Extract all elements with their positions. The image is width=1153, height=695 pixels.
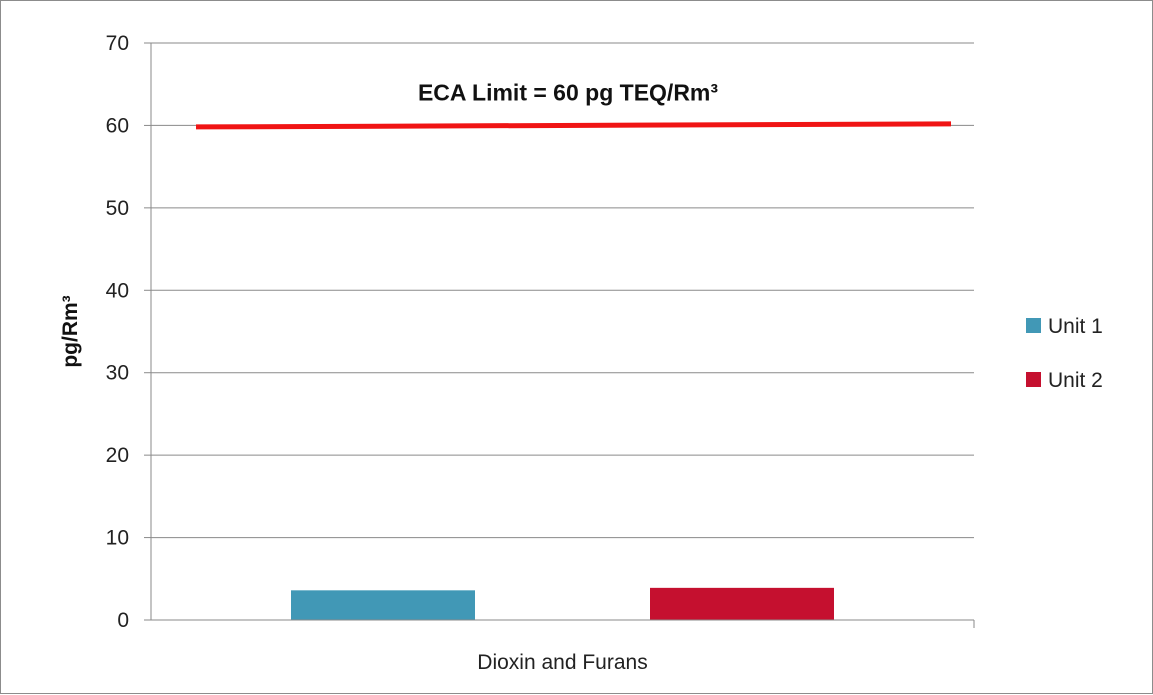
- ref-layer: ECA Limit = 60 pg TEQ/Rm³: [195, 79, 952, 130]
- y-axis-title: pg/Rm³: [59, 295, 82, 367]
- y-tick-label: 30: [106, 362, 129, 385]
- legend-label: Unit 2: [1048, 369, 1103, 392]
- legend-swatch-unit-2: [1026, 372, 1041, 387]
- axis-layer: [144, 42, 975, 628]
- legend-swatch-unit-1: [1026, 318, 1041, 333]
- bar-unit-2: [650, 587, 834, 620]
- eca-limit-line: [195, 121, 952, 130]
- grid-layer: [151, 42, 974, 539]
- y-tick-label: 70: [106, 32, 129, 55]
- y-tick-label: 0: [117, 609, 129, 632]
- y-tick-label: 20: [106, 444, 129, 467]
- y-tick-label: 40: [106, 279, 129, 302]
- bars-layer: [291, 587, 834, 620]
- eca-limit-label: ECA Limit = 60 pg TEQ/Rm³: [418, 79, 718, 105]
- bar-unit-1: [291, 590, 475, 620]
- x-category-label: Dioxin and Furans: [477, 651, 647, 674]
- legend-layer: Unit 1 Unit 2: [1026, 315, 1103, 392]
- legend-label: Unit 1: [1048, 315, 1103, 338]
- y-tick-label: 50: [106, 197, 129, 220]
- y-tick-label: 60: [106, 114, 129, 137]
- ticks-layer: 0 10 20 30 40 50 60 70 pg/Rm³ Dioxin and Furans: [59, 32, 648, 674]
- y-tick-label: 10: [106, 527, 129, 550]
